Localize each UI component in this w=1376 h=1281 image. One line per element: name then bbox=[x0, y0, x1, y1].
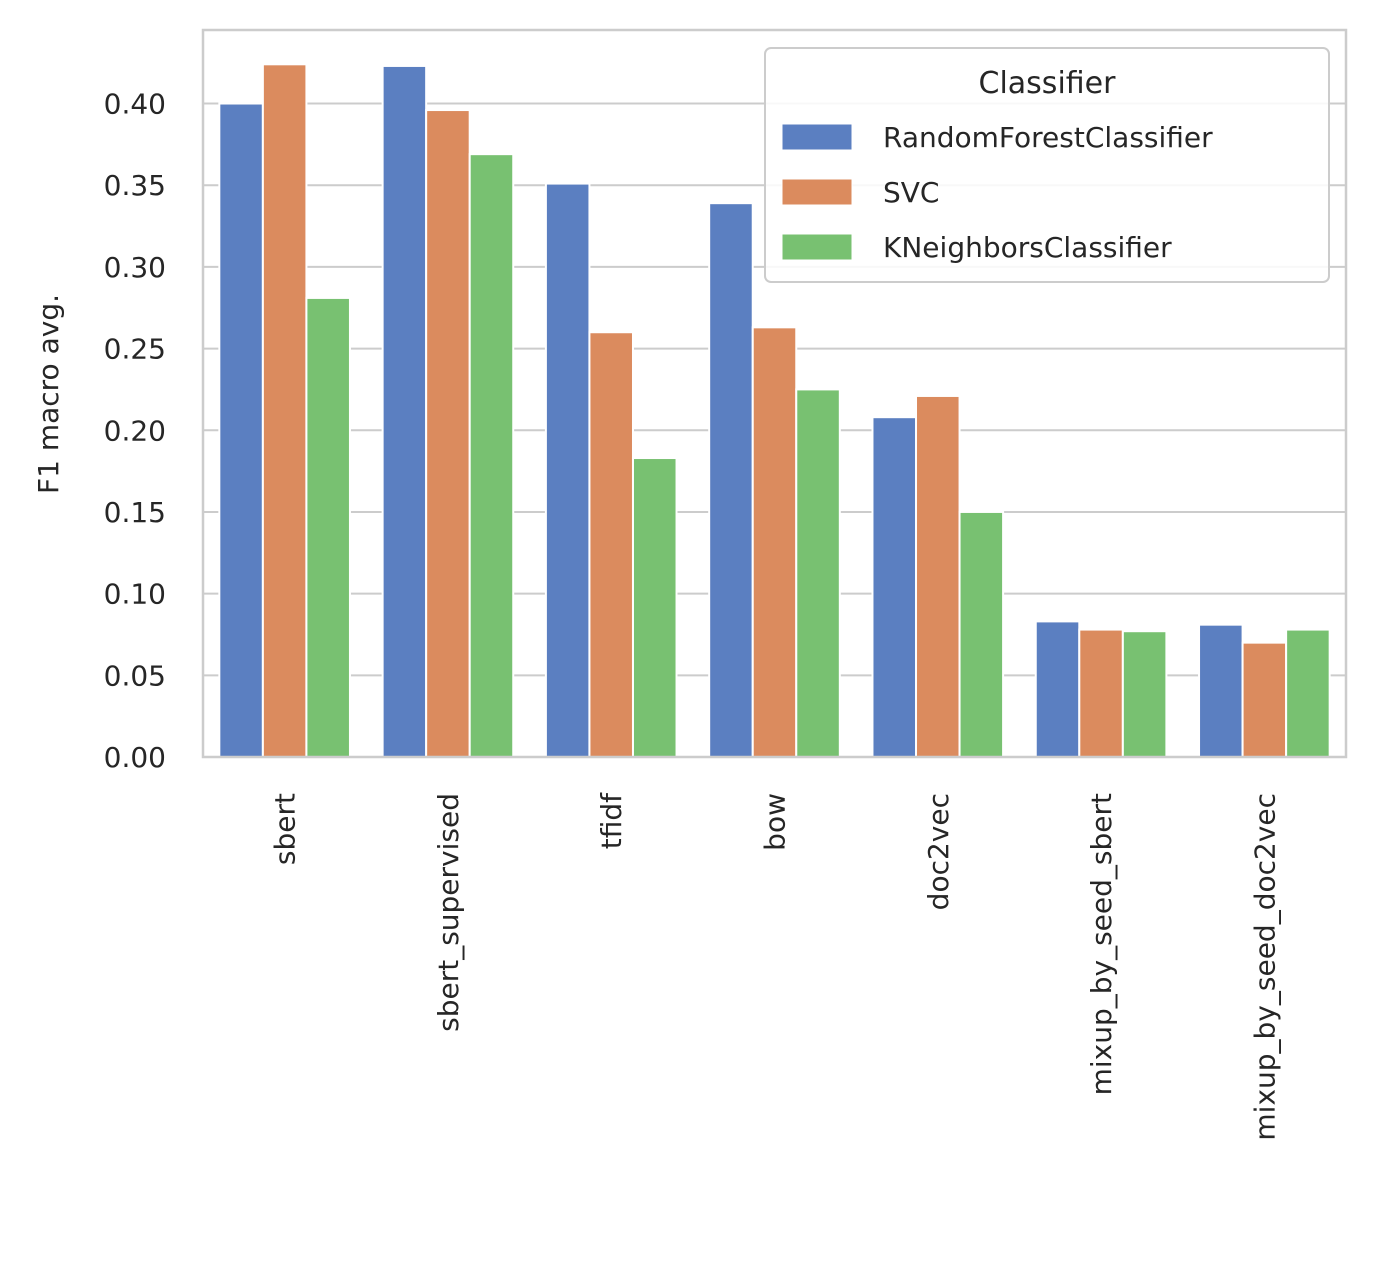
bar bbox=[871, 416, 918, 758]
y-tick-label: 0.25 bbox=[104, 333, 166, 366]
x-tick-label: doc2vec bbox=[922, 793, 955, 910]
bar bbox=[1121, 630, 1168, 758]
bar bbox=[544, 182, 591, 758]
y-axis-label: F1 macro avg. bbox=[32, 294, 65, 494]
bar bbox=[218, 102, 264, 759]
bar bbox=[1078, 628, 1124, 759]
legend-swatch bbox=[781, 233, 853, 261]
legend-title: Classifier bbox=[979, 66, 1117, 101]
x-tick-label: mixup_by_seed_doc2vec bbox=[1248, 793, 1281, 1141]
x-tick-label: tfidf bbox=[595, 792, 628, 849]
legend-frame bbox=[764, 47, 1330, 283]
legend-swatch bbox=[781, 123, 853, 151]
x-tick-label: bow bbox=[759, 793, 792, 851]
y-tick-label: 0.05 bbox=[104, 659, 166, 692]
bar bbox=[1285, 628, 1331, 759]
bar bbox=[425, 109, 471, 758]
bar bbox=[1241, 641, 1288, 758]
bars bbox=[218, 63, 1331, 759]
legend: Classifier RandomForestClassifier SVC KNei… bbox=[764, 47, 1330, 283]
x-tick-labels: sbert sbert_supervised tfidf bow doc2vec mixu… bbox=[269, 792, 1282, 1141]
bar bbox=[1034, 620, 1081, 758]
bar bbox=[1198, 623, 1244, 759]
y-tick-label: 0.35 bbox=[104, 169, 166, 202]
legend-label: RandomForestClassifier bbox=[883, 121, 1213, 154]
legend-entries: RandomForestClassifier SVC KNeighborsClass… bbox=[781, 121, 1213, 264]
plot-frame bbox=[201, 28, 1348, 759]
y-tick-labels: 0.00 0.05 0.10 0.15 0.20 0.25 0.30 0.35 0.40 bbox=[104, 88, 166, 774]
bar bbox=[305, 296, 351, 758]
x-tick-label: mixup_by_seed_sbert bbox=[1085, 793, 1118, 1095]
y-tick-label: 0.40 bbox=[104, 88, 166, 121]
bar bbox=[708, 202, 754, 758]
legend-label: SVC bbox=[883, 176, 939, 209]
y-tick-label: 0.00 bbox=[104, 741, 166, 774]
y-tick-label: 0.20 bbox=[104, 414, 166, 447]
x-tick-label: sbert bbox=[269, 793, 302, 865]
bar bbox=[915, 394, 961, 758]
bar bbox=[468, 153, 515, 758]
bar bbox=[631, 457, 678, 758]
legend-swatch bbox=[781, 178, 853, 206]
x-tick-label: sbert_supervised bbox=[432, 793, 465, 1032]
y-tick-label: 0.15 bbox=[104, 496, 166, 529]
bar bbox=[588, 331, 634, 758]
bar bbox=[795, 388, 841, 758]
bar bbox=[958, 510, 1005, 758]
bar bbox=[261, 63, 308, 758]
y-tick-label: 0.30 bbox=[104, 251, 166, 284]
bar bbox=[381, 64, 428, 758]
legend-label: KNeighborsClassifier bbox=[883, 231, 1172, 264]
y-tick-label: 0.10 bbox=[104, 578, 166, 611]
bar bbox=[751, 326, 798, 758]
